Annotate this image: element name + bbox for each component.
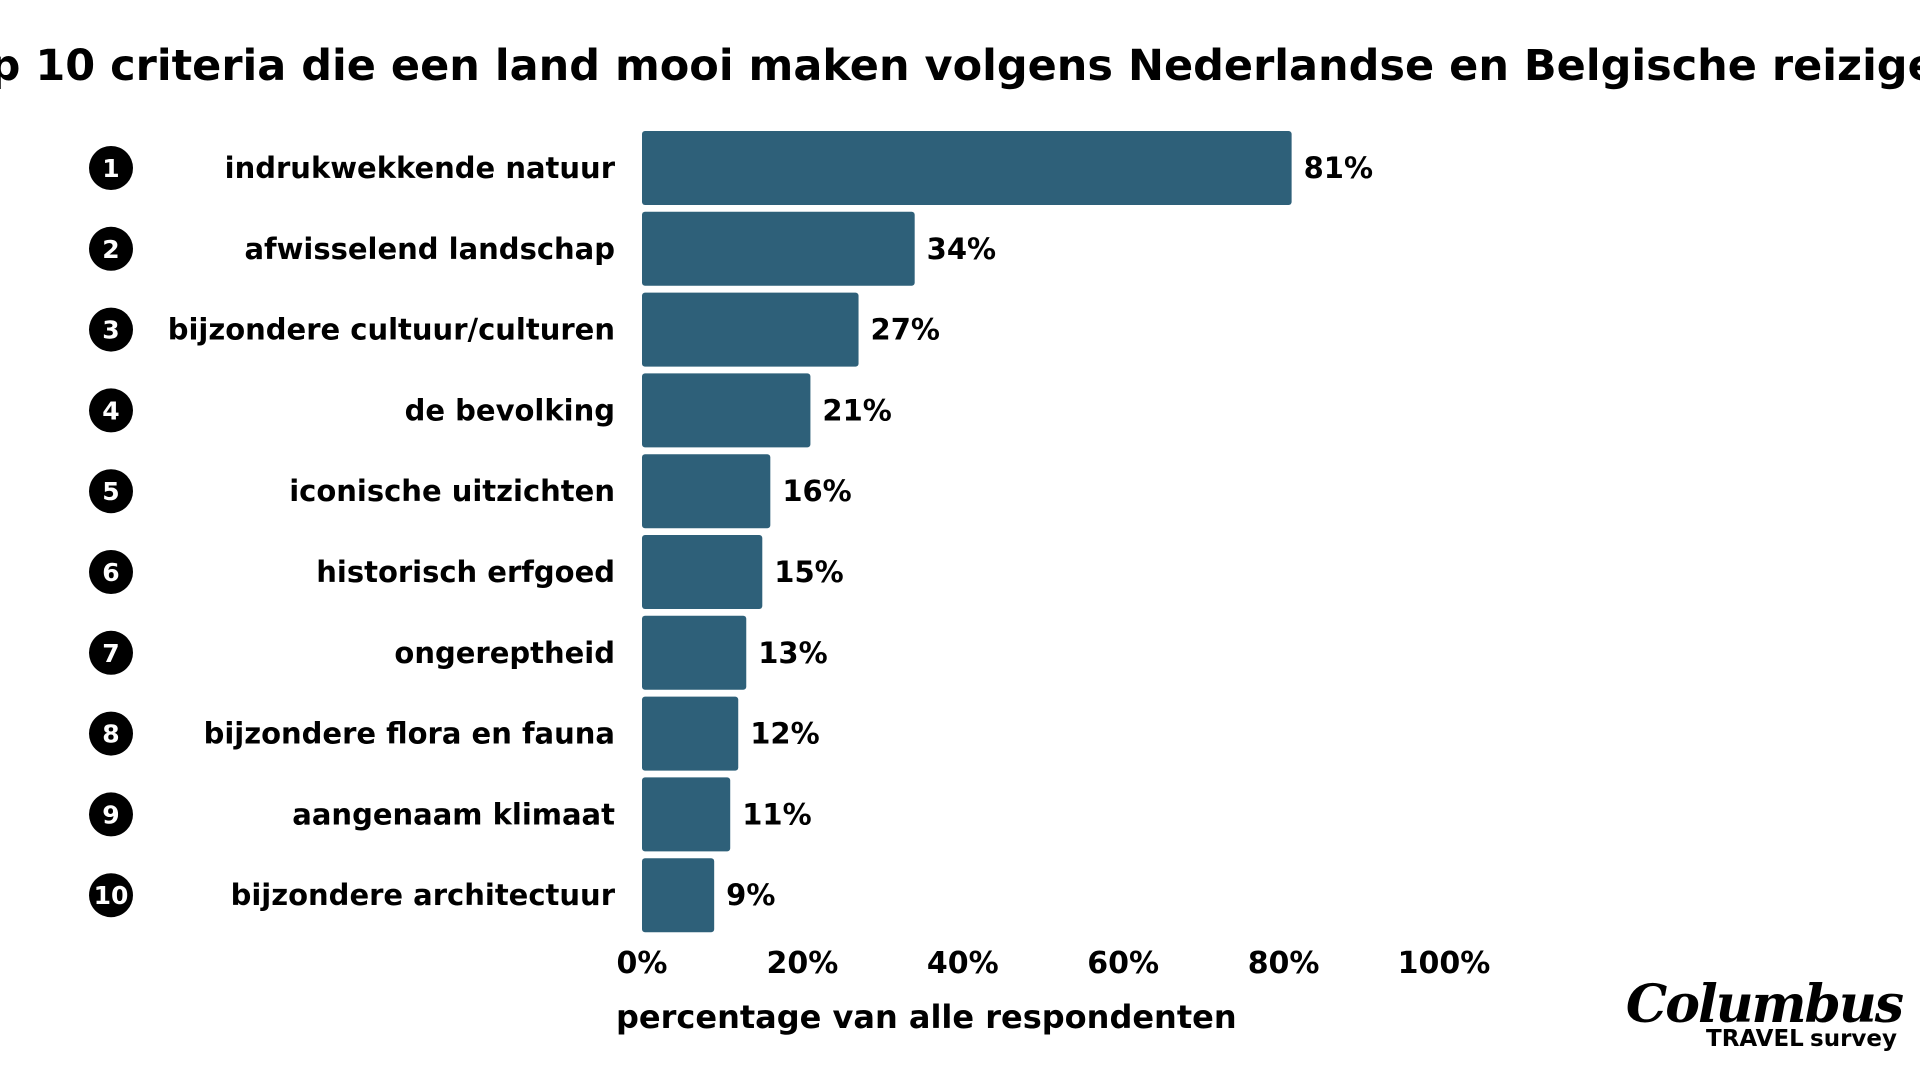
bar-value-label: 34% xyxy=(927,232,996,266)
rank-number: 2 xyxy=(102,235,119,264)
x-tick-label: 80% xyxy=(1248,946,1320,981)
rank-badge xyxy=(89,630,133,675)
category-label: iconische uitzichten xyxy=(289,474,615,508)
chart-row: 4 de bevolking 21% xyxy=(89,373,892,448)
x-tick-label: 40% xyxy=(927,946,999,981)
bar-value-label: 21% xyxy=(822,393,891,427)
logo-wordmark: Columbus xyxy=(1626,974,1904,1035)
chart-row: 7 ongereptheid 13% xyxy=(89,615,828,690)
bar xyxy=(642,454,771,529)
rank-badge xyxy=(89,792,133,837)
bar xyxy=(642,373,811,448)
rank-badge xyxy=(89,873,133,918)
x-tick-label: 100% xyxy=(1398,946,1491,981)
chart-row: 1 indrukwekkende natuur 81% xyxy=(89,131,1373,205)
bar xyxy=(642,858,715,933)
bar xyxy=(642,211,915,286)
rank-badge xyxy=(89,388,133,433)
rank-badge xyxy=(89,307,133,352)
x-tick-label: 0% xyxy=(617,946,668,981)
bar xyxy=(642,292,859,367)
bar xyxy=(642,535,763,609)
chart-title: Top 10 criteria die een land mooi maken … xyxy=(0,41,1920,91)
category-label: ongereptheid xyxy=(394,636,615,670)
chart-row: 10 bijzondere architectuur 9% xyxy=(89,858,775,933)
rank-number: 8 xyxy=(102,720,119,749)
category-label: indrukwekkende natuur xyxy=(225,151,616,185)
chart-row: 8 bijzondere flora en fauna 12% xyxy=(89,696,820,771)
bar xyxy=(642,696,739,771)
bar-value-label: 13% xyxy=(758,636,827,670)
bar-value-label: 11% xyxy=(742,797,811,831)
rank-number: 5 xyxy=(102,477,119,506)
chart-row: 2 afwisselend landschap 34% xyxy=(89,211,996,286)
category-label: bijzondere cultuur/culturen xyxy=(168,313,615,347)
rank-number: 10 xyxy=(94,881,129,910)
rank-number: 6 xyxy=(102,558,119,587)
bar-value-label: 15% xyxy=(774,555,843,589)
logo-survey: survey xyxy=(1810,1026,1897,1052)
category-label: historisch erfgoed xyxy=(316,555,615,589)
columbus-logo: Columbus TRAVEL survey xyxy=(1626,974,1906,1052)
chart-row: 5 iconische uitzichten 16% xyxy=(89,454,852,529)
chart-row: 3 bijzondere cultuur/culturen 27% xyxy=(89,292,940,367)
category-label: bijzondere flora en fauna xyxy=(204,717,615,751)
bar-value-label: 81% xyxy=(1304,151,1373,185)
bar xyxy=(642,131,1292,205)
category-label: bijzondere architectuur xyxy=(231,878,616,912)
bar-value-label: 9% xyxy=(726,878,775,912)
rank-number: 7 xyxy=(102,639,119,668)
bar-value-label: 27% xyxy=(871,313,940,347)
category-label: aangenaam klimaat xyxy=(292,797,615,831)
rank-number: 4 xyxy=(102,396,119,425)
rank-badge xyxy=(89,226,133,271)
rank-badge xyxy=(89,711,133,756)
x-axis-ticks: 0% 20% 40% 60% 80% 100% xyxy=(617,946,1491,981)
category-label: de bevolking xyxy=(405,393,615,427)
bar xyxy=(642,615,747,690)
chart-rows: 1 indrukwekkende natuur 81% 2 afwisselend la… xyxy=(89,131,1373,933)
category-label: afwisselend landschap xyxy=(244,232,615,266)
chart-row: 9 aangenaam klimaat 11% xyxy=(89,777,812,852)
rank-badge xyxy=(89,146,133,190)
x-tick-label: 20% xyxy=(766,946,838,981)
bar-value-label: 12% xyxy=(750,717,819,751)
rank-number: 9 xyxy=(102,800,119,829)
rank-number: 3 xyxy=(102,316,119,345)
bar xyxy=(642,777,731,852)
rank-badge xyxy=(89,550,133,594)
rank-number: 1 xyxy=(102,154,119,183)
bar-value-label: 16% xyxy=(782,474,851,508)
x-tick-label: 60% xyxy=(1087,946,1159,981)
rank-badge xyxy=(89,469,133,514)
chart-row: 6 historisch erfgoed 15% xyxy=(89,535,844,609)
logo-travel: TRAVEL xyxy=(1706,1026,1804,1052)
x-axis-title: percentage van alle respondenten xyxy=(616,998,1237,1036)
